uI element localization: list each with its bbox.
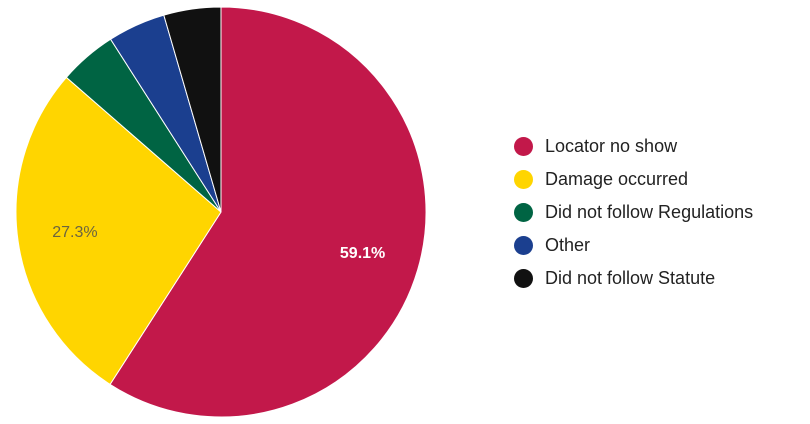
legend-label: Damage occurred: [545, 169, 689, 189]
pie-slice-did-not-follow-statute: [163, 6, 222, 213]
legend-swatch: [514, 236, 533, 255]
pie-slice-damage-occurred: [15, 76, 222, 386]
legend-swatch: [514, 203, 533, 222]
chart-legend: Locator no show Damage occurred Did not fo…: [514, 130, 753, 295]
legend-item-damage-occurred: Damage occurred: [514, 163, 753, 196]
data-label-damage-occurred: 27.3%: [52, 224, 97, 241]
data-label-locator-no-show: 59.1%: [340, 245, 385, 262]
legend-label: Did not follow Statute: [545, 268, 716, 288]
legend-item-other: Other: [514, 229, 753, 262]
pie-slice-locator-no-show: [109, 6, 427, 418]
legend-item-did-not-follow-statute: Did not follow Statute: [514, 262, 753, 295]
legend-label: Other: [545, 235, 591, 255]
legend-swatch: [514, 269, 533, 288]
legend-swatch: [514, 170, 533, 189]
legend-item-did-not-follow-regulations: Did not follow Regulations: [514, 196, 753, 229]
legend-swatch: [514, 137, 533, 156]
legend-label: Did not follow Regulations: [545, 202, 754, 222]
legend-label: Locator no show: [545, 136, 678, 156]
legend-item-locator-no-show: Locator no show: [514, 130, 753, 163]
